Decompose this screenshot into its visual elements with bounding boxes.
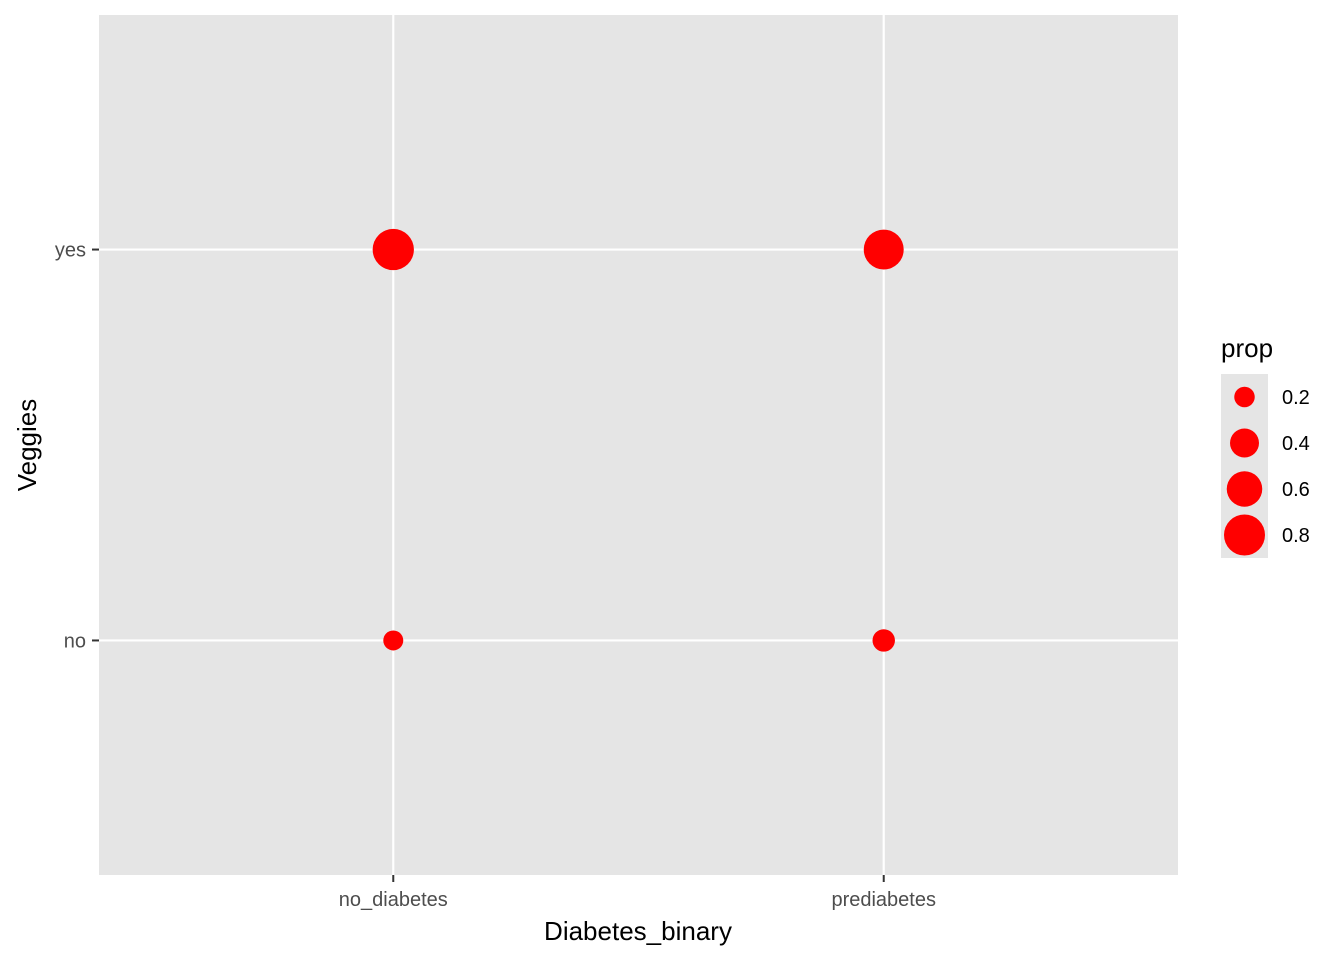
grid-lines <box>99 15 1178 875</box>
legend-key <box>1224 514 1265 556</box>
legend-key <box>1234 386 1255 408</box>
legend-label: 0.6 <box>1282 479 1310 501</box>
legend-key <box>1226 471 1263 507</box>
legend-label: 0.8 <box>1282 525 1310 547</box>
legend: prop 0.2 0.4 0.6 0.8 <box>1221 333 1310 558</box>
x-tick-label: no_diabetes <box>339 889 448 911</box>
legend-label: 0.4 <box>1282 433 1310 455</box>
data-point <box>372 228 414 271</box>
panel-background <box>99 15 1178 875</box>
legend-label: 0.2 <box>1282 387 1310 409</box>
x-axis-title: Diabetes_binary <box>544 916 732 946</box>
x-axis: no_diabetes prediabetes <box>339 875 936 911</box>
legend-title: prop <box>1221 333 1273 363</box>
data-point <box>872 629 895 652</box>
data-points <box>372 228 904 652</box>
data-point <box>383 630 404 651</box>
y-axis-title: Veggies <box>12 399 42 492</box>
y-tick-label: yes <box>55 240 86 262</box>
x-tick-label: prediabetes <box>831 889 936 911</box>
y-tick-label: no <box>64 630 86 652</box>
data-point <box>863 229 904 270</box>
y-axis: no yes <box>55 240 99 652</box>
legend-key <box>1230 428 1259 458</box>
